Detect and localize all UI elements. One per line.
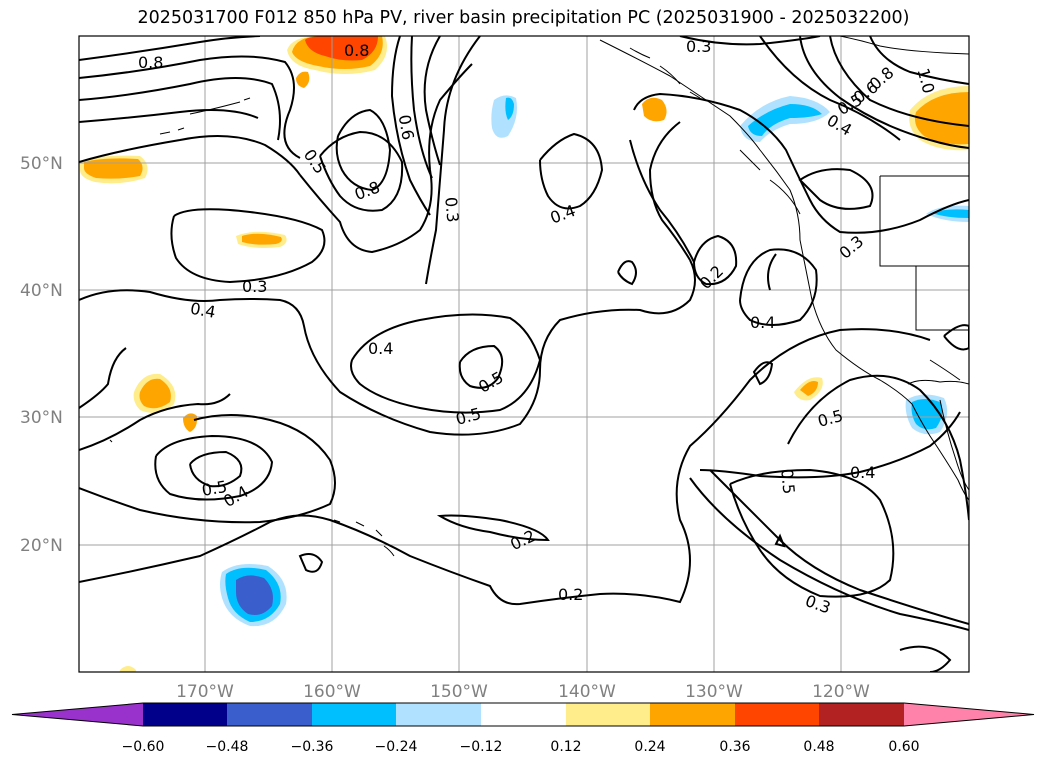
pv-contours (79, 36, 969, 672)
contour-label: 0.2 (558, 585, 583, 604)
contour-label-layer: 0.8 0.8 0.6 0.5 0.8 0.3 0.3 0.4 0.4 0.5 … (138, 37, 938, 618)
lon-label: 130°W (685, 682, 743, 702)
colorbar-bin (481, 703, 566, 726)
contour-label: 0.3 (686, 37, 711, 56)
colorbar-tick-label: 0.60 (888, 739, 919, 755)
colorbar-extend-low (12, 703, 143, 726)
colorbar-bin (566, 703, 650, 726)
contour-label: 0.8 (352, 177, 382, 204)
colorbar-bin (735, 703, 819, 726)
colorbar-bin (227, 703, 312, 726)
contour-label: 0.4 (548, 201, 578, 228)
colorbar-bin (396, 703, 481, 726)
colorbar-bin (143, 703, 227, 726)
lon-label: 170°W (176, 682, 234, 702)
contour-label: 0.3 (441, 196, 462, 223)
colorbar-tick-label: 0.24 (634, 739, 665, 755)
colorbar-outline (11, 702, 1035, 727)
lon-label: 120°W (812, 682, 870, 702)
colorbar-tick-label: 0.12 (550, 739, 581, 755)
contour-label: 0.4 (750, 313, 775, 332)
colorbar-tick-label: 0.48 (803, 739, 834, 755)
colorbar-bin (819, 703, 904, 726)
contour-label: 0.2 (696, 262, 727, 293)
colorbar-tick-label: −0.48 (206, 739, 249, 755)
contour-label: 0.5 (777, 468, 798, 495)
contour-label: 0.4 (368, 339, 393, 358)
lat-label: 40°N (20, 281, 63, 301)
colorbar (11, 702, 1035, 727)
contour-label: 1.0 (913, 66, 938, 96)
colorbar-bin (312, 703, 396, 726)
coastlines (109, 36, 969, 557)
colorbar-extend-high (904, 703, 1034, 726)
shade-north-red (305, 36, 378, 61)
contour-label: 0.5 (200, 477, 228, 500)
colorbar-tick-label: −0.24 (375, 739, 418, 755)
contour-label: 0.8 (344, 41, 369, 60)
colorbar-tick-label: −0.36 (291, 739, 334, 755)
longitude-labels: 170°W 160°W 150°W 140°W 130°W 120°W (176, 682, 870, 702)
colorbar-tick-label: −0.12 (460, 739, 503, 755)
lon-label: 150°W (430, 682, 488, 702)
lon-label: 140°W (558, 682, 616, 702)
lon-label: 160°W (303, 682, 361, 702)
contour-label: 0.5 (454, 404, 484, 429)
contour-label: 0.8 (138, 53, 163, 72)
latitude-labels: 50°N 40°N 30°N 20°N (20, 154, 63, 556)
map-title: 2025031700 F012 850 hPa PV, river basin … (137, 8, 910, 28)
contour-label: 0.3 (242, 277, 267, 296)
contour-label: 0.3 (835, 232, 867, 263)
contour-label: 0.4 (850, 463, 875, 482)
map-frame (78, 35, 970, 673)
lat-label: 30°N (20, 408, 63, 428)
lat-label: 50°N (20, 154, 63, 174)
colorbar-tick-label: −0.60 (122, 739, 165, 755)
contour-label: 0.4 (189, 299, 217, 322)
contour-label: 0.5 (475, 367, 507, 396)
lat-label: 20°N (20, 536, 63, 556)
contour-label: 0.6 (395, 113, 418, 141)
contour-label: 0.3 (803, 591, 833, 618)
colorbar-bin (650, 703, 735, 726)
graticule (79, 36, 969, 672)
colorbar-ticks: −0.60 −0.48 −0.36 −0.24 −0.12 0.12 0.24 … (122, 739, 920, 755)
colorbar-tick-label: 0.36 (719, 739, 750, 755)
